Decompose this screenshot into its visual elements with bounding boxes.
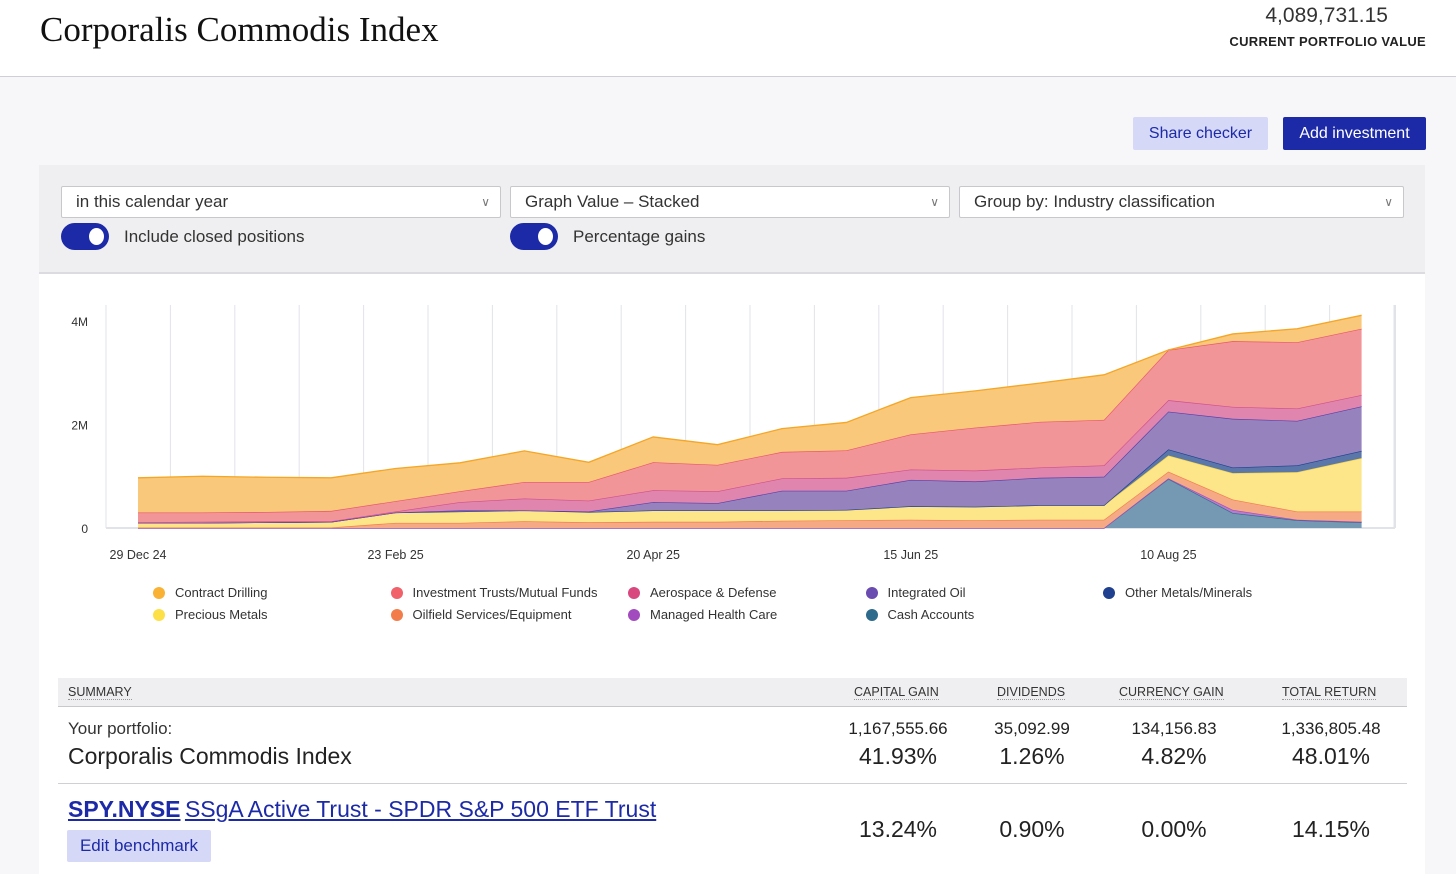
filter-panel: in this calendar year ∨ Graph Value – St… xyxy=(39,165,1425,274)
benchmark-link[interactable]: SPY.NYSE SSgA Active Trust - SPDR S&P 50… xyxy=(68,796,656,823)
portfolio-currency-gain: 134,156.83 xyxy=(1131,719,1217,738)
portfolio-capital-gain: 1,167,555.66 xyxy=(848,719,948,738)
portfolio-currency-gain-pct: 4.82% xyxy=(1141,743,1207,769)
benchmark-name-link[interactable]: SSgA Active Trust - SPDR S&P 500 ETF Tru… xyxy=(184,796,657,822)
portfolio-name: Corporalis Commodis Index xyxy=(68,743,352,769)
page-title: Corporalis Commodis Index xyxy=(40,10,439,49)
legend-label: Cash Accounts xyxy=(887,607,975,622)
toggle-knob xyxy=(89,228,104,245)
portfolio-label: Your portfolio: xyxy=(68,719,173,738)
include-closed-toggle[interactable] xyxy=(61,223,109,250)
chevron-down-icon: ∨ xyxy=(1384,195,1393,209)
page-header: Corporalis Commodis Index 4,089,731.15 C… xyxy=(0,0,1456,77)
legend-dot-icon xyxy=(865,586,878,599)
legend-label: Contract Drilling xyxy=(175,585,268,600)
share-checker-button[interactable]: Share checker xyxy=(1133,117,1268,150)
legend-label: Investment Trusts/Mutual Funds xyxy=(412,585,598,600)
legend-label: Integrated Oil xyxy=(887,585,966,600)
legend-label: Oilfield Services/Equipment xyxy=(412,607,572,622)
edit-benchmark-button[interactable]: Edit benchmark xyxy=(67,830,211,862)
legend-label: Other Metals/Minerals xyxy=(1125,585,1253,600)
stacked-area-chart: 0 2M 4M 29 Dec 24 23 Feb 25 20 Apr 25 15 Jun 2… xyxy=(71,305,1396,562)
add-investment-button[interactable]: Add investment xyxy=(1283,117,1426,150)
legend-dot-icon xyxy=(153,586,165,599)
legend-item[interactable]: Other Metals/Minerals xyxy=(1103,585,1252,600)
legend-item[interactable]: Integrated Oil xyxy=(865,585,966,600)
x-tick-label: 10 Aug 25 xyxy=(1140,548,1196,562)
x-tick-label: 20 Apr 25 xyxy=(626,548,680,562)
group-by-select-value: Group by: Industry classification xyxy=(974,192,1215,211)
area-precious-metals xyxy=(138,455,1362,528)
portfolio-dividends: 35,092.99 xyxy=(994,719,1070,738)
legend-label: Precious Metals xyxy=(175,607,268,622)
benchmark-total-return-pct: 14.15% xyxy=(1291,816,1370,842)
portfolio-value: 4,089,731.15 CURRENT PORTFOLIO VALUE xyxy=(1229,4,1426,49)
portfolio-total-return: 1,336,805.48 xyxy=(1281,719,1381,738)
summary-header-row: SUMMARY CAPITAL GAIN DIVIDENDS CURRENCY … xyxy=(58,678,1407,707)
group-by-select[interactable]: Group by: Industry classification ∨ xyxy=(959,186,1404,218)
legend-dot-icon xyxy=(628,608,640,621)
legend-item[interactable]: Contract Drilling xyxy=(153,585,267,600)
period-select[interactable]: in this calendar year ∨ xyxy=(61,186,501,218)
chevron-down-icon: ∨ xyxy=(930,195,939,209)
legend-label: Managed Health Care xyxy=(650,607,778,622)
x-tick-label: 29 Dec 24 xyxy=(110,548,167,562)
include-closed-label: Include closed positions xyxy=(124,227,305,246)
legend-item[interactable]: Aerospace & Defense xyxy=(628,585,776,600)
area-integrated-oil xyxy=(138,406,1362,523)
legend-item[interactable]: Precious Metals xyxy=(153,607,267,622)
y-tick-label: 0 xyxy=(81,522,88,536)
benchmark-capital-gain-pct: 13.24% xyxy=(858,816,937,842)
portfolio-total-return-pct: 48.01% xyxy=(1291,743,1370,769)
toggle-knob xyxy=(538,228,553,245)
legend-label: Aerospace & Defense xyxy=(650,585,777,600)
area-cash-accounts xyxy=(138,478,1362,528)
area-aerospace-defense xyxy=(138,395,1362,523)
area-contract-drilling xyxy=(138,315,1362,513)
legend-item[interactable]: Investment Trusts/Mutual Funds xyxy=(390,585,598,600)
y-tick-label: 2M xyxy=(71,419,88,433)
portfolio-dividends-pct: 1.26% xyxy=(999,743,1065,769)
percentage-gains-label: Percentage gains xyxy=(573,227,706,246)
benchmark-currency-gain-pct: 0.00% xyxy=(1141,816,1207,842)
x-tick-label: 23 Feb 25 xyxy=(367,548,423,562)
legend-dot-icon xyxy=(628,586,640,599)
capital-gain-heading: CAPITAL GAIN xyxy=(854,685,939,700)
area-investment-trusts-mutual-funds xyxy=(138,328,1362,523)
period-select-value: in this calendar year xyxy=(76,192,229,211)
total-return-heading: TOTAL RETURN xyxy=(1282,685,1377,700)
chevron-down-icon: ∨ xyxy=(481,195,490,209)
dividends-heading: DIVIDENDS xyxy=(997,685,1066,700)
portfolio-value-amount: 4,089,731.15 xyxy=(1265,4,1388,27)
graph-mode-select-value: Graph Value – Stacked xyxy=(525,192,700,211)
portfolio-capital-gain-pct: 41.93% xyxy=(858,743,937,769)
graph-mode-select[interactable]: Graph Value – Stacked ∨ xyxy=(510,186,950,218)
y-tick-label: 4M xyxy=(71,315,88,329)
currency-gain-heading: CURRENCY GAIN xyxy=(1119,685,1224,700)
summary-heading: SUMMARY xyxy=(68,685,132,700)
legend-dot-icon xyxy=(1103,586,1115,599)
legend-item[interactable]: Cash Accounts xyxy=(865,607,975,622)
portfolio-value-label: CURRENT PORTFOLIO VALUE xyxy=(1229,34,1426,49)
benchmark-ticker-link[interactable]: SPY.NYSE xyxy=(68,796,181,822)
legend-dot-icon xyxy=(865,608,878,621)
legend-item[interactable]: Managed Health Care xyxy=(628,607,777,622)
row-divider xyxy=(58,783,1407,784)
percentage-gains-toggle[interactable] xyxy=(510,223,558,250)
legend-dot-icon xyxy=(153,608,165,621)
legend-dot-icon xyxy=(390,608,403,621)
line-contract-drilling xyxy=(137,314,1362,479)
benchmark-dividends-pct: 0.90% xyxy=(999,816,1065,842)
legend-dot-icon xyxy=(390,586,403,599)
legend-item[interactable]: Oilfield Services/Equipment xyxy=(390,607,572,622)
x-tick-label: 15 Jun 25 xyxy=(883,548,938,562)
